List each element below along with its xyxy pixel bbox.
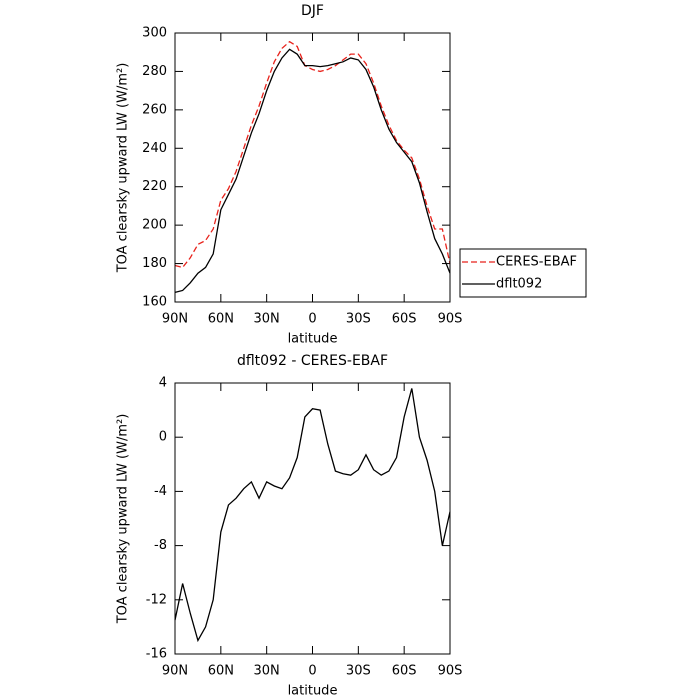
y-tick-label: 240 (142, 141, 167, 156)
x-tick-label: 90S (438, 312, 463, 327)
x-tick-label: 30N (254, 664, 280, 679)
data-line (174, 48, 451, 294)
x-tick-label: 90N (162, 312, 188, 327)
y-tick-label: -12 (146, 592, 167, 607)
data-line (174, 40, 451, 269)
y-tick-label: 220 (142, 179, 167, 194)
legend-label: CERES-EBAF (496, 255, 577, 270)
x-tick-label: 60S (392, 312, 417, 327)
x-tick-label: 60N (208, 312, 234, 327)
legend-label: dflt092 (496, 277, 542, 292)
x-tick-label: 30S (346, 312, 371, 327)
plot-frame (174, 32, 451, 303)
x-tick-label: 0 (308, 664, 316, 679)
y-tick-label: 4 (159, 376, 167, 391)
y-tick-label: -8 (154, 538, 167, 553)
data-line (174, 388, 451, 643)
y-tick-label: 180 (142, 256, 167, 271)
x-tick-label: 90S (438, 664, 463, 679)
x-axis-label: latitude (288, 684, 338, 699)
y-axis-label: TOA clearsky upward LW (W/m²) (116, 63, 131, 274)
x-tick-label: 90N (162, 664, 188, 679)
legend-box (459, 248, 587, 298)
y-tick-label: 260 (142, 102, 167, 117)
x-tick-label: 60N (208, 664, 234, 679)
x-tick-label: 0 (308, 312, 316, 327)
y-tick-label: 280 (142, 64, 167, 79)
y-tick-label: 200 (142, 218, 167, 233)
x-tick-label: 30N (254, 312, 280, 327)
y-axis-label: TOA clearsky upward LW (W/m²) (116, 414, 131, 625)
chart-title: DJF (301, 3, 324, 19)
x-axis-label: latitude (288, 332, 338, 347)
x-tick-label: 30S (346, 664, 371, 679)
x-tick-label: 60S (392, 664, 417, 679)
chart-title: dflt092 - CERES-EBAF (237, 353, 388, 369)
y-tick-label: 0 (159, 430, 167, 445)
y-tick-label: 300 (142, 26, 167, 41)
y-tick-label: -4 (154, 484, 167, 499)
y-tick-label: -16 (146, 647, 167, 662)
plot-frame (174, 382, 451, 655)
y-tick-label: 160 (142, 295, 167, 310)
